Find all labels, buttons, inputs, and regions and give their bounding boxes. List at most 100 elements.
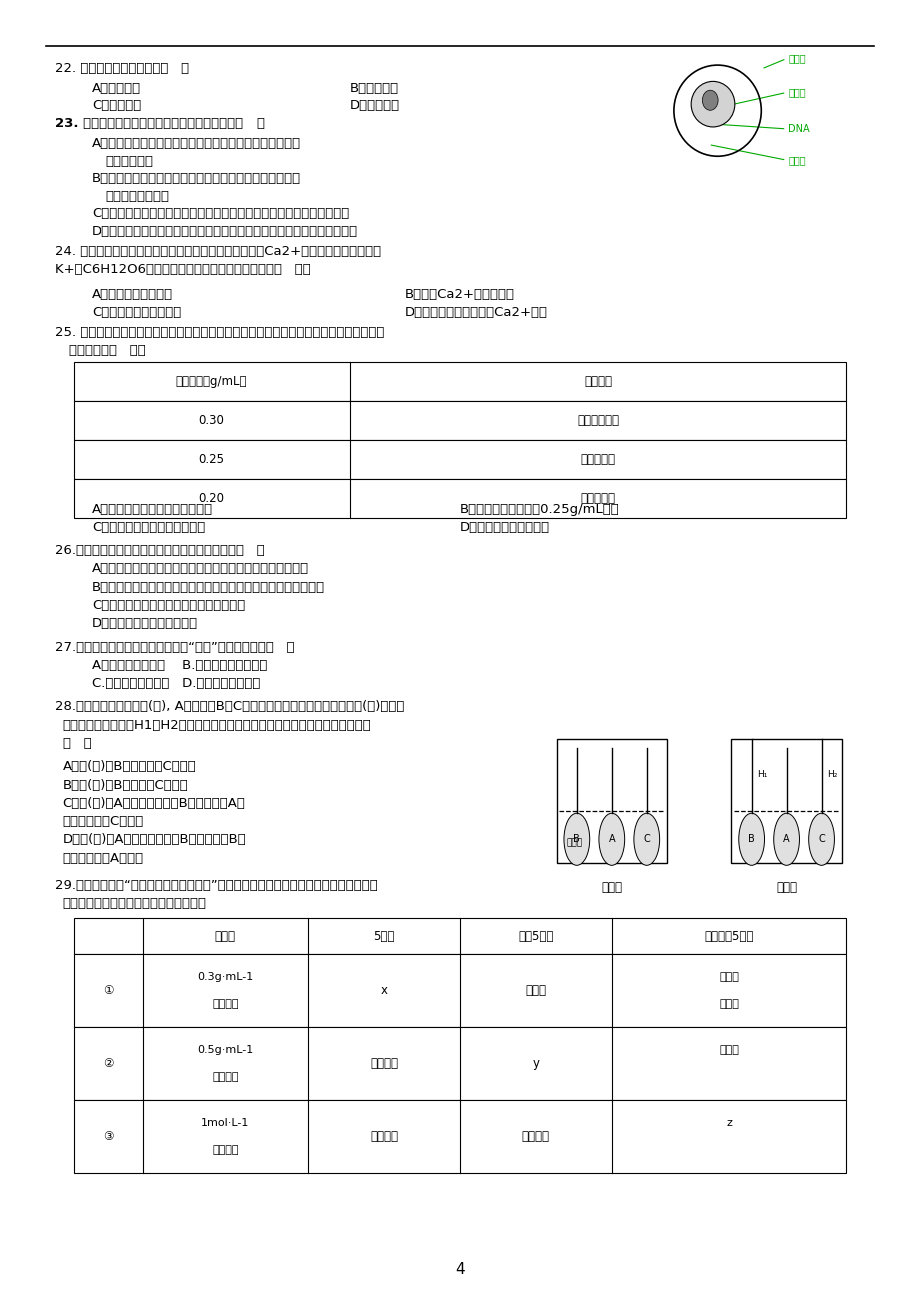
Text: A、一切动植物都由细胞发育而来，并由细胞及其产物所构成: A、一切动植物都由细胞发育而来，并由细胞及其产物所构成: [92, 562, 309, 575]
Text: H₂: H₂: [826, 769, 836, 779]
Text: 实验组: 实验组: [215, 930, 235, 943]
Text: C、细胞是一切生物结构和功能的基本单位: C、细胞是一切生物结构和功能的基本单位: [92, 599, 245, 612]
Text: ③: ③: [103, 1130, 113, 1143]
Text: D、图(二)中A中水分子扩散到B的速度等于B中: D、图(二)中A中水分子扩散到B的速度等于B中: [62, 833, 246, 846]
Text: A、图(二)中B的浓度等于C的浓度: A、图(二)中B的浓度等于C的浓度: [62, 760, 196, 773]
Text: B．抑制Ca2+载体的活动: B．抑制Ca2+载体的活动: [404, 288, 515, 301]
Ellipse shape: [701, 90, 718, 111]
Text: D、新细胞由老细胞分裂产生: D、新细胞由老细胞分裂产生: [92, 617, 198, 630]
Text: A．证明细胞膜具有一定的流动性: A．证明细胞膜具有一定的流动性: [92, 503, 213, 516]
Text: C．动物细胞: C．动物细胞: [92, 99, 142, 112]
Text: 再过5分钟: 再过5分钟: [517, 930, 553, 943]
Text: 0.30: 0.30: [199, 414, 224, 427]
Text: A．酵母细胞: A．酵母细胞: [92, 82, 141, 95]
Text: 26.施莱登和施旺提出的细胞学说的主要内容的是（   ）: 26.施莱登和施旺提出的细胞学说的主要内容的是（ ）: [55, 544, 265, 557]
Text: D．改变了细胞膜两侧的Ca2+浓度: D．改变了细胞膜两侧的Ca2+浓度: [404, 306, 547, 319]
Bar: [74, 954, 845, 1027]
Text: （一）: （一）: [601, 880, 621, 893]
Text: H₁: H₁: [756, 769, 766, 779]
Bar: [74, 918, 845, 954]
Bar: [74, 479, 845, 518]
Text: 蔗糖溶液: 蔗糖溶液: [212, 1146, 238, 1155]
Text: B: B: [573, 835, 580, 844]
Text: C: C: [642, 835, 650, 844]
Ellipse shape: [563, 814, 589, 866]
Text: C．改变了细胞膜的结构: C．改变了细胞膜的结构: [92, 306, 181, 319]
Ellipse shape: [738, 814, 764, 866]
Text: B．因为生物膜具有流动性，所以组成膜的各种化学成分在: B．因为生物膜具有流动性，所以组成膜的各种化学成分在: [92, 172, 301, 185]
Text: 蔗糖溶液: 蔗糖溶液: [212, 1073, 238, 1082]
Text: A: A: [607, 835, 615, 844]
Text: 核糖体: 核糖体: [788, 155, 805, 165]
Text: 无明显变化: 无明显变化: [580, 453, 615, 466]
Bar: [74, 362, 845, 401]
Text: C．验证原生质具有选择透过性: C．验证原生质具有选择透过性: [92, 521, 205, 534]
Text: 膜中是均匀分布的: 膜中是均匀分布的: [106, 190, 170, 203]
Text: 离复原: 离复原: [719, 1000, 738, 1009]
Text: z: z: [725, 1118, 732, 1128]
Text: D．证实细胞是有生命的: D．证实细胞是有生命的: [460, 521, 550, 534]
Text: 蔗糖溶液: 蔗糖溶液: [212, 1000, 238, 1009]
Text: 细胞质: 细胞质: [788, 87, 805, 98]
Text: DNA: DNA: [788, 124, 810, 134]
Text: 主要目的是（   ）。: 主要目的是（ ）。: [69, 344, 145, 357]
Text: A．核膜和内质网膜    B.细胞膜和高尔基体膜: A．核膜和内质网膜 B.细胞膜和高尔基体膜: [92, 659, 267, 672]
Text: 无变化: 无变化: [719, 1046, 738, 1055]
Text: 半透膜: 半透膜: [566, 838, 583, 848]
Text: A: A: [782, 835, 789, 844]
Text: 24. 若对离体的心肌细胞施用某种毒素，可使心肌细胞对Ca2+吸收量明显减少，而对: 24. 若对离体的心肌细胞施用某种毒素，可使心肌细胞对Ca2+吸收量明显减少，而…: [55, 245, 380, 258]
Text: 1mol·L-1: 1mol·L-1: [201, 1118, 249, 1128]
Text: B．测定细胞液浓度为0.25g/mL左右: B．测定细胞液浓度为0.25g/mL左右: [460, 503, 619, 516]
Bar: [74, 440, 845, 479]
Text: D．植物细胞: D．植物细胞: [349, 99, 399, 112]
Text: 0.20: 0.20: [199, 492, 224, 505]
Text: 0.25: 0.25: [199, 453, 224, 466]
Text: A．抑制呼吸酶的活性: A．抑制呼吸酶的活性: [92, 288, 173, 301]
Text: B、图(一)中B浓度大于C的浓度: B、图(一)中B浓度大于C的浓度: [62, 779, 188, 792]
Bar: [74, 1027, 845, 1100]
Text: 27.不同结构的膜之间相互转化，以“出芽”方式进行的是（   ）: 27.不同结构的膜之间相互转化，以“出芽”方式进行的是（ ）: [55, 641, 294, 654]
Text: K+、C6H12O6吸收则不受影响。这种毒素的作用是（   ）。: K+、C6H12O6吸收则不受影响。这种毒素的作用是（ ）。: [55, 263, 311, 276]
Text: C.内质网膜和细胞膜   D.细胞膜和线粒体膜: C.内质网膜和细胞膜 D.细胞膜和线粒体膜: [92, 677, 260, 690]
Text: D．生物膜在结构和功能上的紧密联系，是使细胞成为有机整体的必要条件: D．生物膜在结构和功能上的紧密联系，是使细胞成为有机整体的必要条件: [92, 225, 357, 238]
Text: 质壁分离: 质壁分离: [369, 1057, 398, 1070]
Text: 0.5g·mL-1: 0.5g·mL-1: [197, 1046, 254, 1055]
Text: 管内液面不再变化，H1、H2表示漏斗管内液面与清水的液面差。下列说法错误的是: 管内液面不再变化，H1、H2表示漏斗管内液面与清水的液面差。下列说法错误的是: [62, 719, 371, 732]
Bar: [74, 1100, 845, 1173]
Text: 质壁分离: 质壁分离: [521, 1130, 550, 1143]
Text: y: y: [532, 1057, 539, 1070]
Text: 细胞变化: 细胞变化: [584, 375, 611, 388]
Text: 28.用实验，开始时如图(一), A为清水，B、C为蔗糖溶液，一段时间后结果如图(二)，漏斗: 28.用实验，开始时如图(一), A为清水，B、C为蔗糖溶液，一段时间后结果如图…: [55, 700, 404, 713]
Text: x: x: [380, 984, 387, 997]
Text: C: C: [817, 835, 824, 844]
Text: 发生质壁分离: 发生质壁分离: [576, 414, 618, 427]
Text: 列的创新实验，实验步骤和现象如下表：: 列的创新实验，实验步骤和现象如下表：: [62, 897, 207, 910]
Text: 细胞膜: 细胞膜: [788, 53, 805, 64]
Ellipse shape: [633, 814, 659, 866]
Text: 水分子扩散到A的速度: 水分子扩散到A的速度: [62, 852, 143, 865]
Text: 22. 右图所示的细胞可能是（   ）: 22. 右图所示的细胞可能是（ ）: [55, 62, 189, 76]
Text: ②: ②: [103, 1057, 113, 1070]
Text: 0.3g·mL-1: 0.3g·mL-1: [197, 973, 254, 982]
Text: C．所有生物膜的结构由外到内依次由糖被、蛋白质、磷脂双分子层组成: C．所有生物膜的结构由外到内依次由糖被、蛋白质、磷脂双分子层组成: [92, 207, 349, 220]
Text: 4: 4: [455, 1262, 464, 1277]
Text: B: B: [747, 835, 754, 844]
Text: 23. 下列关于生物膜结构和功能的叙述正确的是（   ）: 23. 下列关于生物膜结构和功能的叙述正确的是（ ）: [55, 117, 265, 130]
Ellipse shape: [598, 814, 624, 866]
Text: 滴加清水5分钟: 滴加清水5分钟: [704, 930, 753, 943]
Text: 25. 下表表示某一洋葱表皮细胞置于不同浓度的蔗糖溶液中发生变化的实验记录，该实验的: 25. 下表表示某一洋葱表皮细胞置于不同浓度的蔗糖溶液中发生变化的实验记录，该实…: [55, 326, 384, 339]
Text: 29.在实验室中做“植物细胞的吸水和失水”实验时，在实验室教师的帮助下，进行了一系: 29.在实验室中做“植物细胞的吸水和失水”实验时，在实验室教师的帮助下，进行了一…: [55, 879, 378, 892]
Text: （二）: （二）: [776, 880, 796, 893]
Text: A．细胞核、线粒体、叶绿体都具有双层膜，所以它们的通: A．细胞核、线粒体、叶绿体都具有双层膜，所以它们的通: [92, 137, 301, 150]
Ellipse shape: [690, 81, 734, 126]
Ellipse shape: [773, 814, 799, 866]
Text: 透性是相同的: 透性是相同的: [106, 155, 153, 168]
Bar: [74, 401, 845, 440]
Text: B、细胞是一个相对独立的单位，蛋白质是生命活动的主要承担者: B、细胞是一个相对独立的单位，蛋白质是生命活动的主要承担者: [92, 581, 324, 594]
Ellipse shape: [808, 814, 834, 866]
Text: 无变化: 无变化: [525, 984, 546, 997]
Text: （   ）: （ ）: [62, 737, 91, 750]
Text: 有胀大趋势: 有胀大趋势: [580, 492, 615, 505]
Text: C、图(一)中A中水分子扩散到B的速度大于A中: C、图(一)中A中水分子扩散到B的速度大于A中: [62, 797, 245, 810]
Bar: [556, 740, 666, 862]
